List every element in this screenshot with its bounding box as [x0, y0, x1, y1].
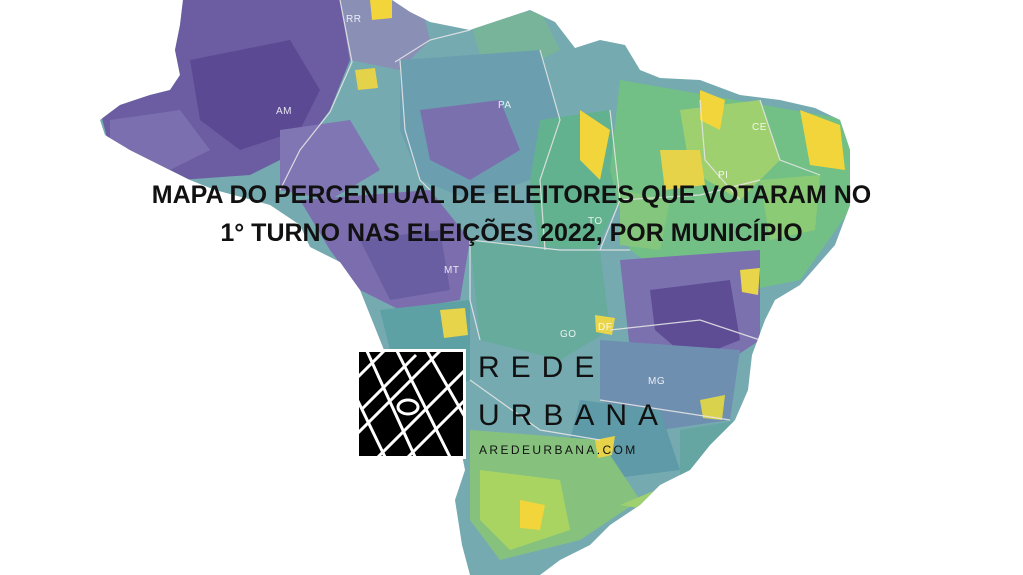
logo-wordmark-line-2: URBANA — [478, 399, 670, 432]
rede-urbana-logo: REDE URBANA AREDEURBANA.COM — [356, 349, 676, 459]
title-line-2: 1° TURNO NAS ELEIÇÕES 2022, POR MUNICÍPI… — [220, 219, 803, 247]
state-label-df: DF — [598, 322, 612, 333]
state-label-pa: PA — [498, 100, 512, 111]
state-label-rr: RR — [346, 14, 361, 25]
page-title: MAPA DO PERCENTUAL DE ELEITORES QUE VOTA… — [0, 176, 1023, 252]
state-label-pi: PI — [718, 170, 728, 181]
state-label-go: GO — [560, 329, 577, 340]
state-label-mg: MG — [648, 376, 665, 387]
logo-url-text: AREDEURBANA.COM — [479, 443, 638, 457]
logo-wordmark-line-1: REDE — [478, 351, 606, 384]
state-label-ce: CE — [752, 122, 767, 133]
street-grid-logo-icon — [356, 349, 466, 459]
state-label-to: TO — [588, 216, 603, 227]
state-label-mt: MT — [444, 265, 459, 276]
state-label-am: AM — [276, 106, 292, 117]
title-line-1: MAPA DO PERCENTUAL DE ELEITORES QUE VOTA… — [151, 181, 872, 209]
